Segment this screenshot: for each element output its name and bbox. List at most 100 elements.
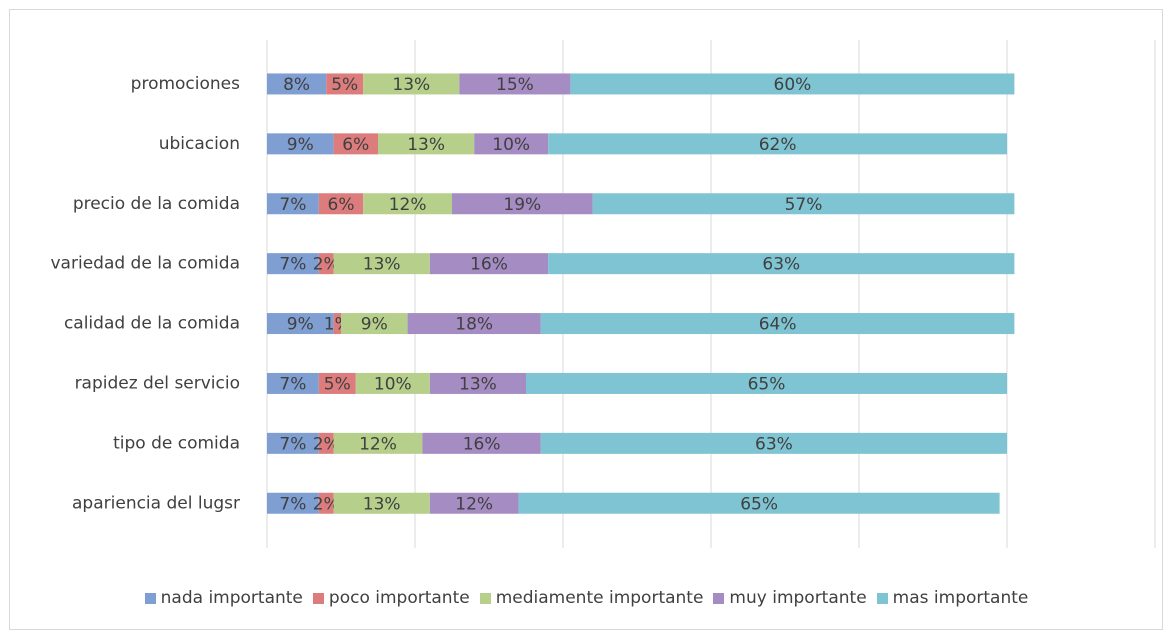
data-label: 57% xyxy=(785,195,823,215)
y-tick-label: tipo de comida xyxy=(113,433,240,453)
bar-segment xyxy=(341,313,408,335)
data-label: 13% xyxy=(363,494,401,514)
data-label: 6% xyxy=(342,135,369,155)
bar-segment xyxy=(318,372,356,394)
bar-segment xyxy=(326,73,364,95)
data-label: 64% xyxy=(759,315,797,335)
bar-segment xyxy=(333,492,430,514)
bar-segment xyxy=(526,372,1007,394)
data-label: 65% xyxy=(740,494,778,514)
data-label: 16% xyxy=(470,255,508,275)
data-label: 7% xyxy=(279,374,306,394)
bar-segment xyxy=(429,492,519,514)
data-label: 7% xyxy=(279,195,306,215)
legend: nada importante poco importante mediamente… xyxy=(0,588,1173,608)
legend-swatch xyxy=(479,592,491,604)
data-label: 9% xyxy=(287,315,314,335)
data-label: 62% xyxy=(759,135,797,155)
bar-segment xyxy=(474,133,549,155)
data-label: 16% xyxy=(463,434,501,454)
bar-segment xyxy=(452,193,593,215)
bar-segment xyxy=(267,133,334,155)
data-label: 13% xyxy=(407,135,445,155)
legend-swatch xyxy=(713,592,725,604)
bar-segment xyxy=(333,133,378,155)
data-label: 10% xyxy=(492,135,530,155)
legend-swatch xyxy=(312,592,324,604)
data-label: 6% xyxy=(328,195,355,215)
legend-label: nada importante xyxy=(160,588,303,608)
bar-segment xyxy=(267,193,319,215)
legend-item: poco importante xyxy=(312,588,470,608)
data-label: 12% xyxy=(359,434,397,454)
data-label: 2% xyxy=(313,434,340,454)
data-label: 12% xyxy=(455,494,493,514)
bar-segment xyxy=(267,492,319,514)
legend-item: mediamente importante xyxy=(479,588,703,608)
y-tick-label: precio de la comida xyxy=(73,194,240,214)
data-label: 8% xyxy=(283,75,310,95)
data-label: 65% xyxy=(748,374,786,394)
bar-segment xyxy=(363,193,452,215)
bar-segment xyxy=(592,193,1015,215)
bar-segment xyxy=(363,73,460,95)
data-label: 60% xyxy=(774,75,812,95)
bar-segment xyxy=(267,372,319,394)
data-label: 7% xyxy=(279,255,306,275)
bar-segment xyxy=(548,253,1015,275)
legend-label: poco importante xyxy=(328,588,470,608)
bar-segment xyxy=(548,133,1007,155)
data-label: 5% xyxy=(331,75,358,95)
bar-segment xyxy=(407,313,541,335)
data-label: 19% xyxy=(503,195,541,215)
bar-segment xyxy=(267,253,319,275)
data-label: 10% xyxy=(374,374,412,394)
data-label: 63% xyxy=(755,434,793,454)
bar-segment xyxy=(429,372,526,394)
data-label: 7% xyxy=(279,494,306,514)
bar-segment xyxy=(378,133,475,155)
y-tick-label: calidad de la comida xyxy=(64,314,240,334)
bar-segment xyxy=(333,432,423,454)
data-label: 12% xyxy=(389,195,427,215)
bar-segment xyxy=(422,432,541,454)
legend-item: muy importante xyxy=(713,588,867,608)
bar-segment xyxy=(333,313,341,335)
bar-segment xyxy=(459,73,571,95)
y-tick-label: rapidez del servicio xyxy=(75,373,240,393)
legend-item: mas importante xyxy=(876,588,1029,608)
data-label: 9% xyxy=(287,135,314,155)
data-label: 13% xyxy=(459,374,497,394)
data-label: 7% xyxy=(279,434,306,454)
legend-swatch xyxy=(876,592,888,604)
data-label: 13% xyxy=(363,255,401,275)
bar-segment xyxy=(267,313,334,335)
legend-label: mas importante xyxy=(892,588,1029,608)
bar-segment xyxy=(318,492,334,514)
bar-segment xyxy=(318,432,334,454)
legend-item: nada importante xyxy=(144,588,303,608)
bar-segment xyxy=(267,73,327,95)
data-label: 5% xyxy=(324,374,351,394)
bar-segment xyxy=(570,73,1015,95)
y-tick-label: ubicacion xyxy=(159,134,240,154)
y-tick-label: promociones xyxy=(131,74,240,94)
y-tick-label: apariencia del lugsr xyxy=(72,493,240,513)
data-label: 9% xyxy=(361,315,388,335)
bar-segment xyxy=(267,432,319,454)
data-label: 18% xyxy=(455,315,493,335)
data-label: 2% xyxy=(313,494,340,514)
bar-segment xyxy=(540,432,1007,454)
data-label: 13% xyxy=(392,75,430,95)
legend-swatch xyxy=(144,592,156,604)
bar-segment xyxy=(318,193,364,215)
data-label: 2% xyxy=(313,255,340,275)
data-label: 63% xyxy=(762,255,800,275)
bar-segment xyxy=(333,253,430,275)
bar-segment xyxy=(429,253,549,275)
y-tick-label: variedad de la comida xyxy=(51,254,241,274)
data-label: 15% xyxy=(496,75,534,95)
bar-segment xyxy=(318,253,334,275)
